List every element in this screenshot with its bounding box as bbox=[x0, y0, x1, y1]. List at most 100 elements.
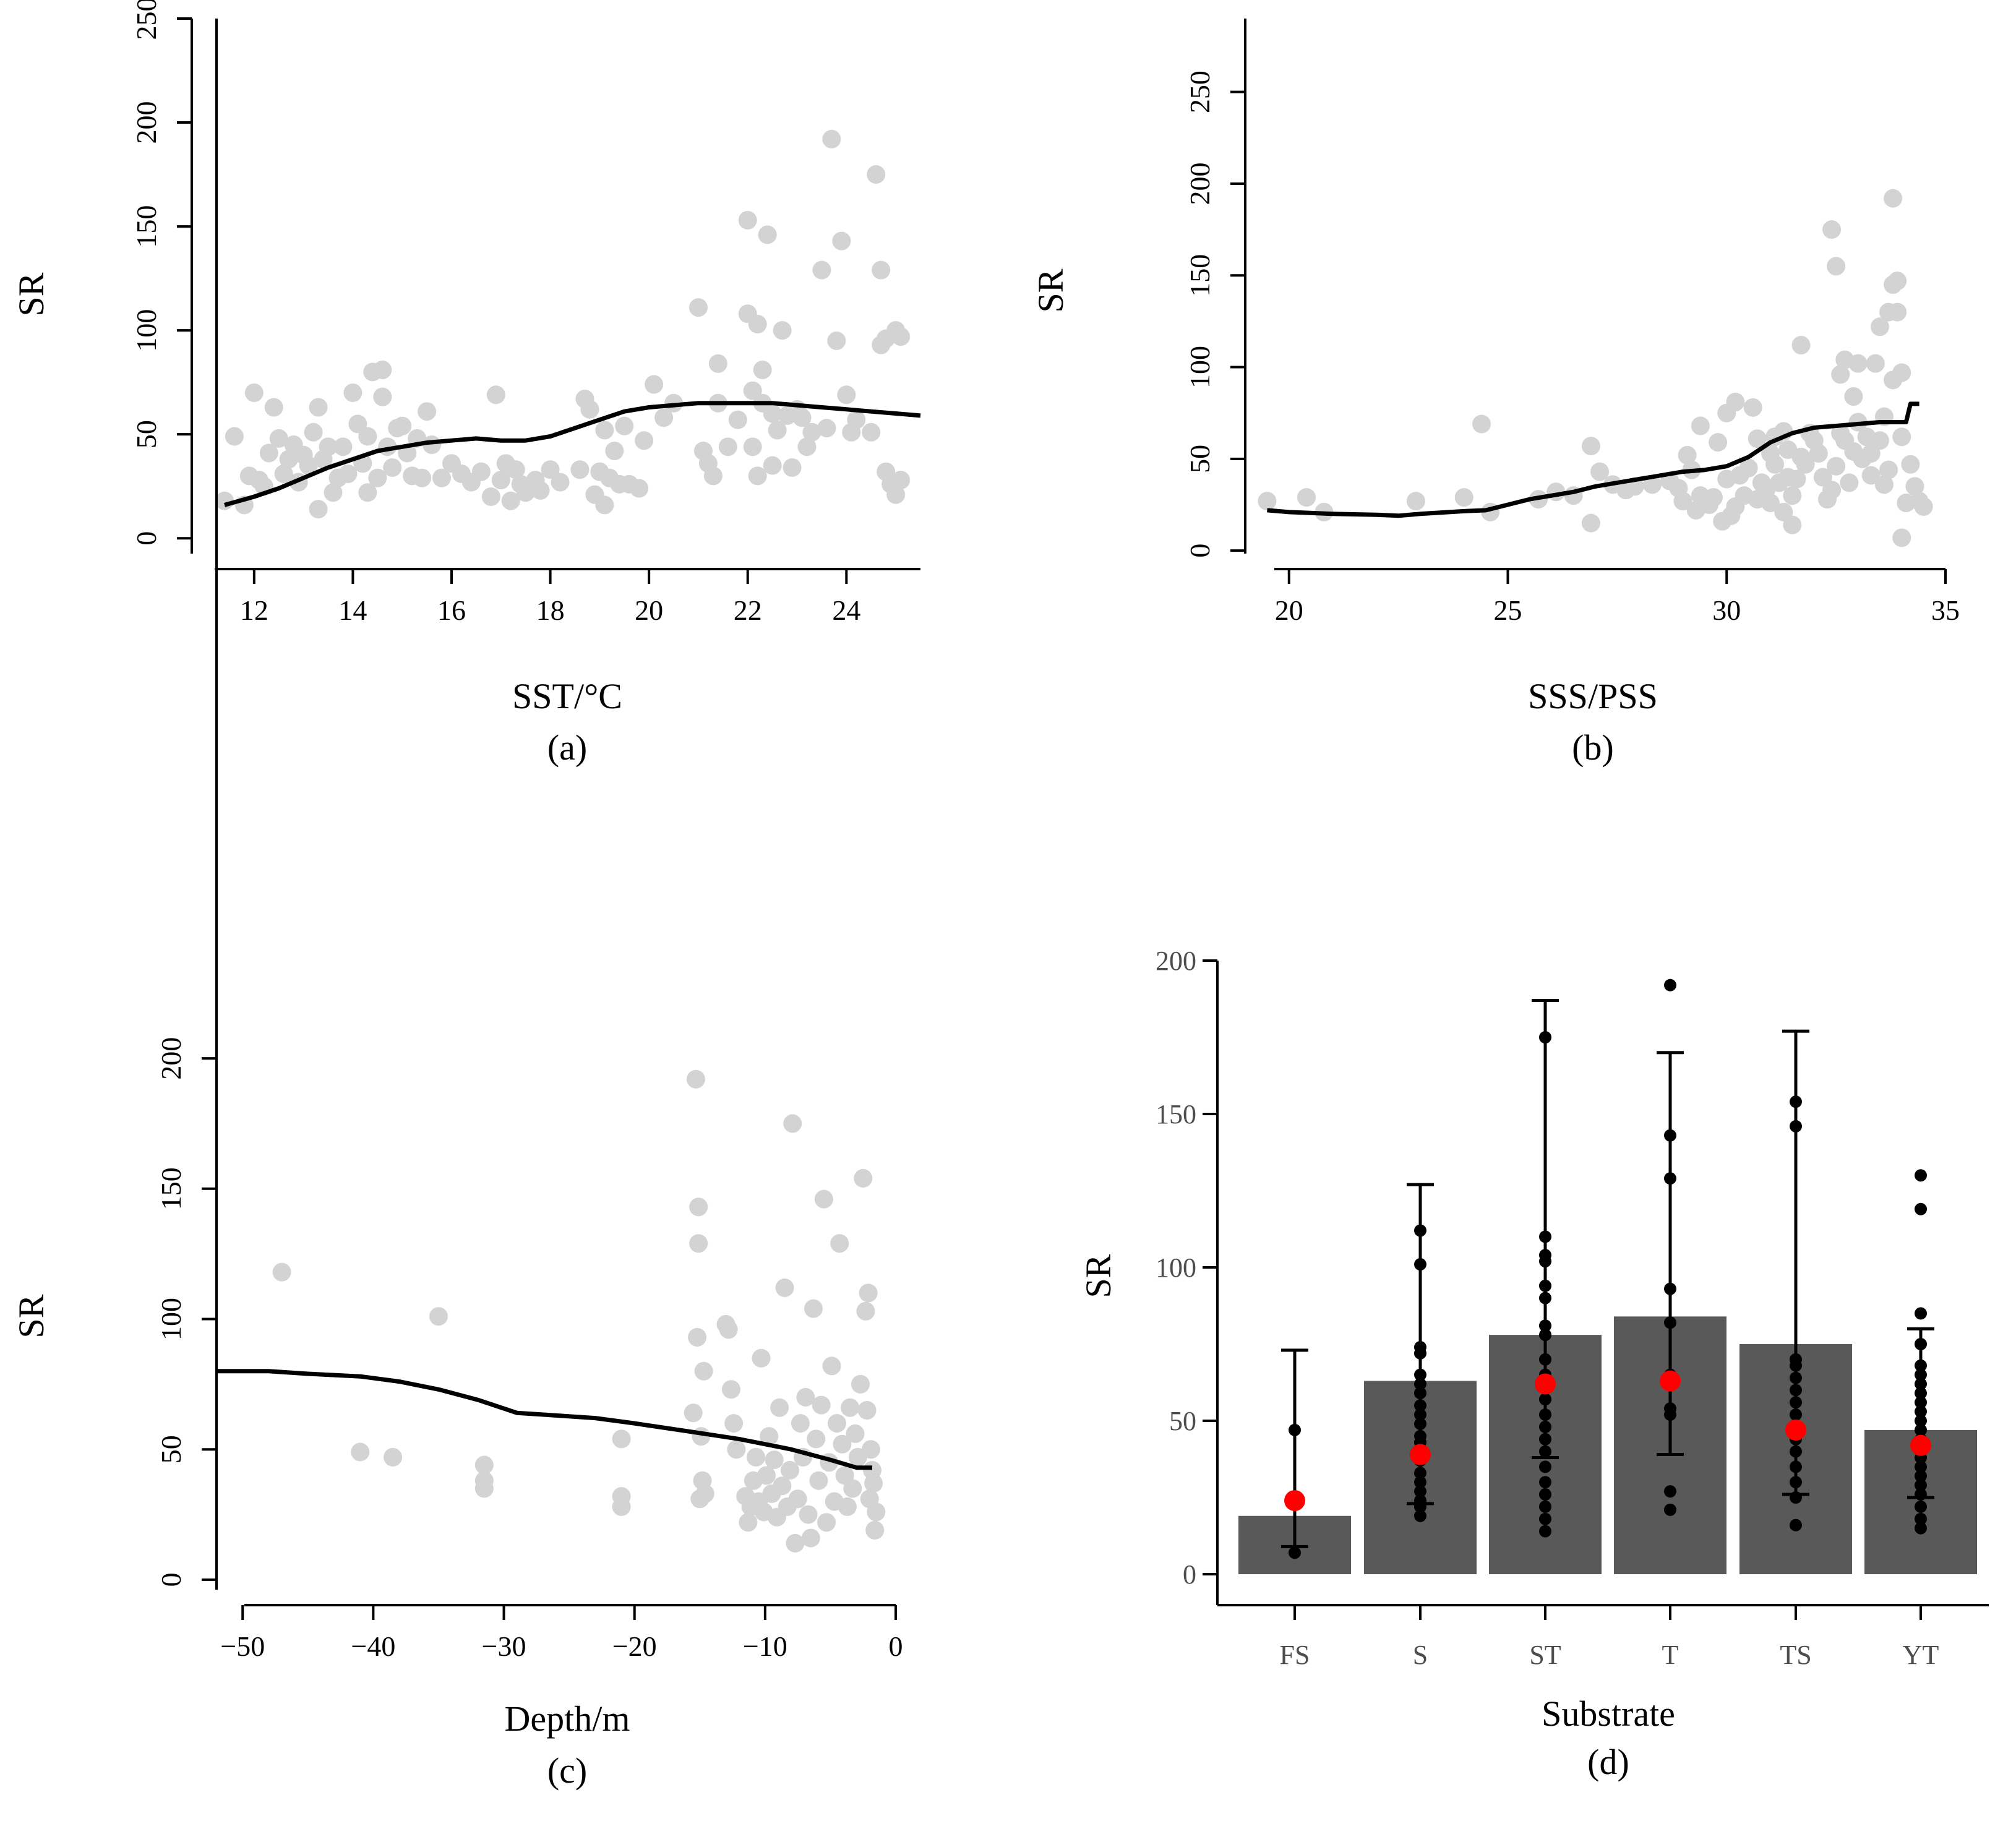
panel-d-ytick-label: 150 bbox=[1156, 1099, 1196, 1129]
panel-c-point bbox=[830, 1234, 849, 1253]
panel-a-ytick-label: 150 bbox=[131, 205, 162, 248]
panel-b-point bbox=[1765, 455, 1785, 474]
panel-d-point bbox=[1664, 1503, 1676, 1516]
panel-b-point bbox=[1787, 469, 1806, 489]
panel-a-xtick-label: 20 bbox=[635, 594, 663, 626]
panel-b-point bbox=[1844, 387, 1863, 406]
panel-c-point bbox=[833, 1434, 852, 1454]
panel-a-point bbox=[309, 398, 328, 417]
panel-a-point bbox=[748, 466, 767, 486]
panel-a-point bbox=[413, 468, 432, 487]
panel-d-point bbox=[1664, 1485, 1676, 1498]
panel-d-point bbox=[1539, 1292, 1551, 1305]
panel-c-xtick-label: −40 bbox=[351, 1630, 395, 1662]
panel-a-point bbox=[368, 468, 387, 487]
panel-a-point bbox=[471, 462, 491, 481]
panel-a-point bbox=[506, 460, 525, 479]
panel-c-point bbox=[747, 1447, 766, 1467]
panel-d-point bbox=[1539, 1393, 1551, 1406]
panel-a-point bbox=[595, 495, 614, 515]
panel-c-point bbox=[822, 1356, 841, 1376]
panel-a-point bbox=[373, 387, 392, 406]
panel-d-point bbox=[1539, 1279, 1551, 1292]
panel-a-xtick-label: 12 bbox=[240, 594, 268, 626]
panel-d-ylabel: SR bbox=[1078, 1254, 1118, 1298]
panel-d-point bbox=[1664, 979, 1676, 992]
panel-c-point bbox=[765, 1450, 784, 1470]
panel-d-xtick-label-t: T bbox=[1662, 1640, 1679, 1670]
panel-b-point bbox=[1822, 481, 1842, 500]
panel-b-point bbox=[1892, 427, 1911, 447]
panel-d-point bbox=[1664, 1402, 1676, 1415]
panel-a-ylabel: SR bbox=[11, 272, 51, 316]
panel-a-xtick-label: 14 bbox=[338, 594, 367, 626]
panel-d-point bbox=[1414, 1368, 1426, 1381]
panel-d-point bbox=[1539, 1433, 1551, 1446]
panel-c-point bbox=[786, 1533, 805, 1553]
panel-d-point bbox=[1539, 1445, 1551, 1458]
panel-b-point bbox=[1726, 392, 1745, 411]
panel-b-point bbox=[1901, 455, 1920, 474]
panel-a-point bbox=[748, 315, 767, 334]
panel-a-point bbox=[891, 471, 911, 490]
panel-d-point bbox=[1414, 1494, 1426, 1507]
panel-a-point bbox=[886, 485, 906, 504]
panel-d-point bbox=[1414, 1429, 1426, 1442]
panel-c-point bbox=[773, 1476, 792, 1496]
panel-b-ytick-label: 250 bbox=[1184, 71, 1216, 113]
panel-a-point bbox=[264, 398, 283, 417]
panel-b-point bbox=[1874, 475, 1894, 494]
panel-a-caption: (a) bbox=[547, 727, 587, 768]
panel-d-xlabel: Substrate bbox=[1542, 1694, 1675, 1734]
panel-b-point bbox=[1905, 477, 1924, 496]
panel-d-point bbox=[1915, 1202, 1927, 1215]
panel-c-point bbox=[859, 1283, 878, 1303]
panel-b-point bbox=[1892, 363, 1911, 382]
panel-d-ytick-label: 200 bbox=[1156, 946, 1196, 976]
panel-d-point bbox=[1539, 1525, 1551, 1538]
panel-a-point bbox=[758, 225, 777, 244]
panel-a: SR SST/°C (a) 0 50 100 150 200 250 12 14 16 18 20 2… bbox=[11, 0, 921, 768]
panel-d-point bbox=[1790, 1476, 1802, 1489]
panel-c-point bbox=[791, 1414, 810, 1433]
panel-c-point bbox=[827, 1414, 846, 1433]
panel-b-point bbox=[1642, 475, 1662, 494]
panel-d-point bbox=[1915, 1387, 1927, 1400]
panel-d-point bbox=[1790, 1396, 1802, 1409]
panel-a-xlabel: SST/°C bbox=[512, 676, 622, 716]
panel-c-xtick-label: −10 bbox=[743, 1630, 787, 1662]
panel-c-point bbox=[757, 1466, 776, 1485]
panel-d-point bbox=[1414, 1417, 1426, 1430]
panel-c-ytick-label: 200 bbox=[155, 1037, 187, 1080]
panel-c-point bbox=[684, 1403, 703, 1423]
panel-c-point bbox=[686, 1069, 705, 1089]
panel-b-point bbox=[1866, 354, 1885, 373]
panel-a-point bbox=[872, 260, 891, 280]
panel-c-point bbox=[865, 1520, 885, 1540]
panel-d-point bbox=[1915, 1378, 1927, 1390]
panel-a-point bbox=[802, 422, 821, 442]
panel-b-point bbox=[1761, 494, 1780, 513]
panel-d-point bbox=[1414, 1399, 1426, 1412]
panel-d-point bbox=[1414, 1467, 1426, 1480]
panel-c-point bbox=[695, 1484, 714, 1503]
panel-b: SR SSS/PSS (b) 0 50 100 150 200 250 20 25 30 35 bbox=[1031, 19, 1960, 768]
panel-d-point bbox=[1915, 1423, 1927, 1436]
panel-d-xtick-label-st: ST bbox=[1529, 1640, 1561, 1670]
panel-d-point bbox=[1539, 1500, 1551, 1513]
panel-d-median-st bbox=[1535, 1373, 1556, 1395]
panel-c-caption: (c) bbox=[547, 1750, 587, 1791]
panel-d-median-fs bbox=[1284, 1489, 1305, 1511]
panel-b-point bbox=[1704, 488, 1723, 507]
panel-a-point bbox=[491, 471, 510, 490]
panel-a-point bbox=[319, 437, 338, 456]
panel-b-ytick-label: 0 bbox=[1184, 544, 1216, 558]
panel-b-point bbox=[1796, 455, 1815, 474]
panel-d-point bbox=[1539, 1476, 1551, 1489]
panel-a-ytick-label: 250 bbox=[131, 0, 162, 40]
panel-a-point bbox=[333, 437, 353, 456]
panel-a-ytick-label: 0 bbox=[131, 531, 162, 546]
panel-a-point bbox=[225, 427, 244, 446]
panel-a-point bbox=[688, 298, 708, 317]
panel-a-point bbox=[531, 481, 550, 500]
